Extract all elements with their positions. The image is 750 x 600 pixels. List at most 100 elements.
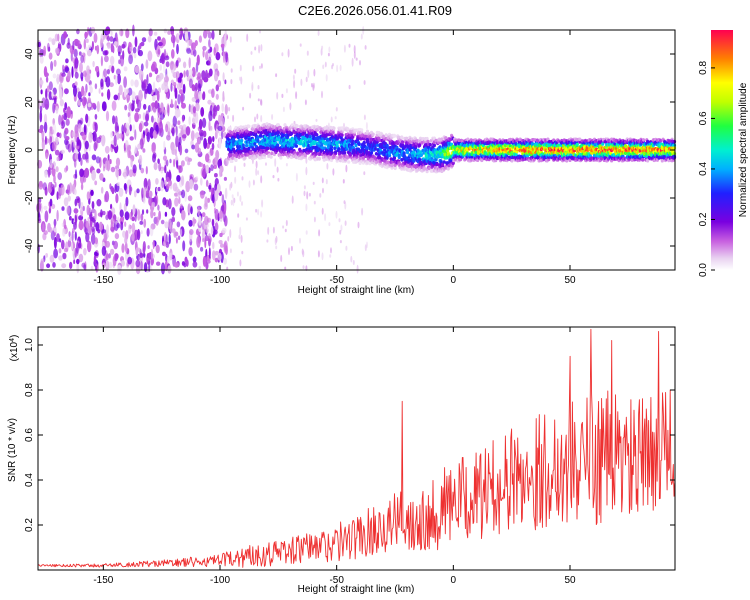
noise-cell (259, 65, 261, 70)
noise-cell (96, 168, 101, 174)
noise-cell (213, 164, 218, 169)
noise-cell (78, 253, 84, 263)
noise-cell (228, 107, 231, 112)
noise-cell (174, 262, 179, 268)
noise-cell (178, 165, 183, 173)
ridge-cell (229, 153, 233, 157)
noise-cell (160, 219, 165, 225)
noise-cell (55, 105, 59, 114)
noise-cell (256, 113, 259, 120)
ridge-cell (391, 160, 395, 164)
noise-cell (135, 259, 141, 268)
noise-cell (176, 159, 179, 169)
ridge-cell (314, 136, 318, 141)
noise-cell (224, 79, 227, 85)
noise-cell (181, 261, 186, 266)
ridge-cell (347, 138, 351, 143)
noise-cell (157, 77, 162, 82)
noise-cell (365, 122, 368, 130)
noise-cell (174, 107, 180, 119)
noise-cell (111, 100, 117, 111)
ridge-cell (325, 132, 329, 137)
noise-cell (109, 36, 114, 42)
noise-cell (175, 237, 178, 244)
noise-cell (139, 43, 142, 50)
noise-cell (53, 59, 57, 67)
noise-cell (202, 49, 205, 58)
ridge-cell (348, 153, 352, 157)
noise-cell (179, 144, 183, 156)
ridge-cell (293, 130, 297, 135)
noise-cell (117, 125, 119, 133)
noise-cell (104, 55, 109, 63)
noise-cell (99, 173, 104, 181)
noise-cell (107, 154, 110, 162)
noise-cell (217, 252, 222, 261)
noise-cell (40, 89, 43, 95)
noise-cell (338, 218, 341, 223)
noise-cell (110, 203, 113, 210)
noise-cell (112, 115, 116, 125)
noise-cell (118, 133, 124, 139)
noise-cell (306, 191, 309, 200)
noise-cell (169, 158, 172, 164)
noise-cell (63, 31, 68, 39)
noise-cell (192, 256, 197, 263)
noise-cell (146, 209, 149, 214)
noise-cell (198, 215, 202, 226)
noise-cell (101, 229, 107, 234)
noise-cell (255, 167, 258, 176)
noise-cell (312, 82, 315, 89)
noise-cell (55, 166, 59, 173)
ridge-cell (409, 140, 413, 144)
ridge-cell (378, 155, 382, 160)
noise-cell (96, 199, 102, 207)
noise-cell (182, 61, 187, 69)
noise-cell (191, 42, 197, 50)
noise-cell (163, 140, 166, 150)
noise-cell (62, 252, 67, 260)
noise-cell (157, 41, 163, 47)
noise-cell (153, 31, 158, 36)
noise-cell (114, 233, 120, 240)
noise-cell (166, 159, 169, 167)
noise-cell (142, 197, 146, 204)
noise-cell (229, 229, 232, 238)
noise-cell (285, 219, 288, 227)
noise-cell (254, 116, 256, 123)
noise-cell (110, 219, 113, 231)
noise-cell (284, 228, 287, 233)
noise-cell (336, 64, 339, 73)
noise-cell (106, 69, 110, 75)
noise-cell (48, 81, 53, 91)
noise-cell (308, 192, 311, 197)
noise-cell (200, 177, 203, 186)
noise-cell (304, 99, 307, 106)
ridge-cell (384, 133, 388, 137)
noise-cell (219, 165, 222, 177)
noise-cell (159, 180, 165, 192)
noise-cell (92, 60, 95, 68)
noise-cell (50, 61, 54, 71)
noise-cell (299, 43, 302, 47)
noise-cell (363, 80, 366, 85)
ridge-cell (347, 160, 351, 164)
noise-cell (88, 144, 91, 152)
noise-cell (134, 65, 140, 74)
noise-cell (127, 87, 133, 96)
noise-cell (118, 59, 121, 65)
noise-cell (155, 244, 160, 254)
noise-cell (171, 207, 176, 217)
noise-cell (189, 173, 194, 180)
noise-cell (143, 187, 146, 199)
noise-cell (237, 213, 240, 218)
noise-cell (110, 55, 115, 66)
noise-cell (117, 92, 120, 101)
ridge-cell (404, 144, 408, 148)
noise-cell (71, 131, 76, 138)
noise-cell (211, 218, 215, 227)
noise-cell (290, 245, 293, 252)
noise-cell (185, 180, 191, 193)
noise-cell (45, 88, 48, 100)
noise-cell (305, 230, 308, 235)
